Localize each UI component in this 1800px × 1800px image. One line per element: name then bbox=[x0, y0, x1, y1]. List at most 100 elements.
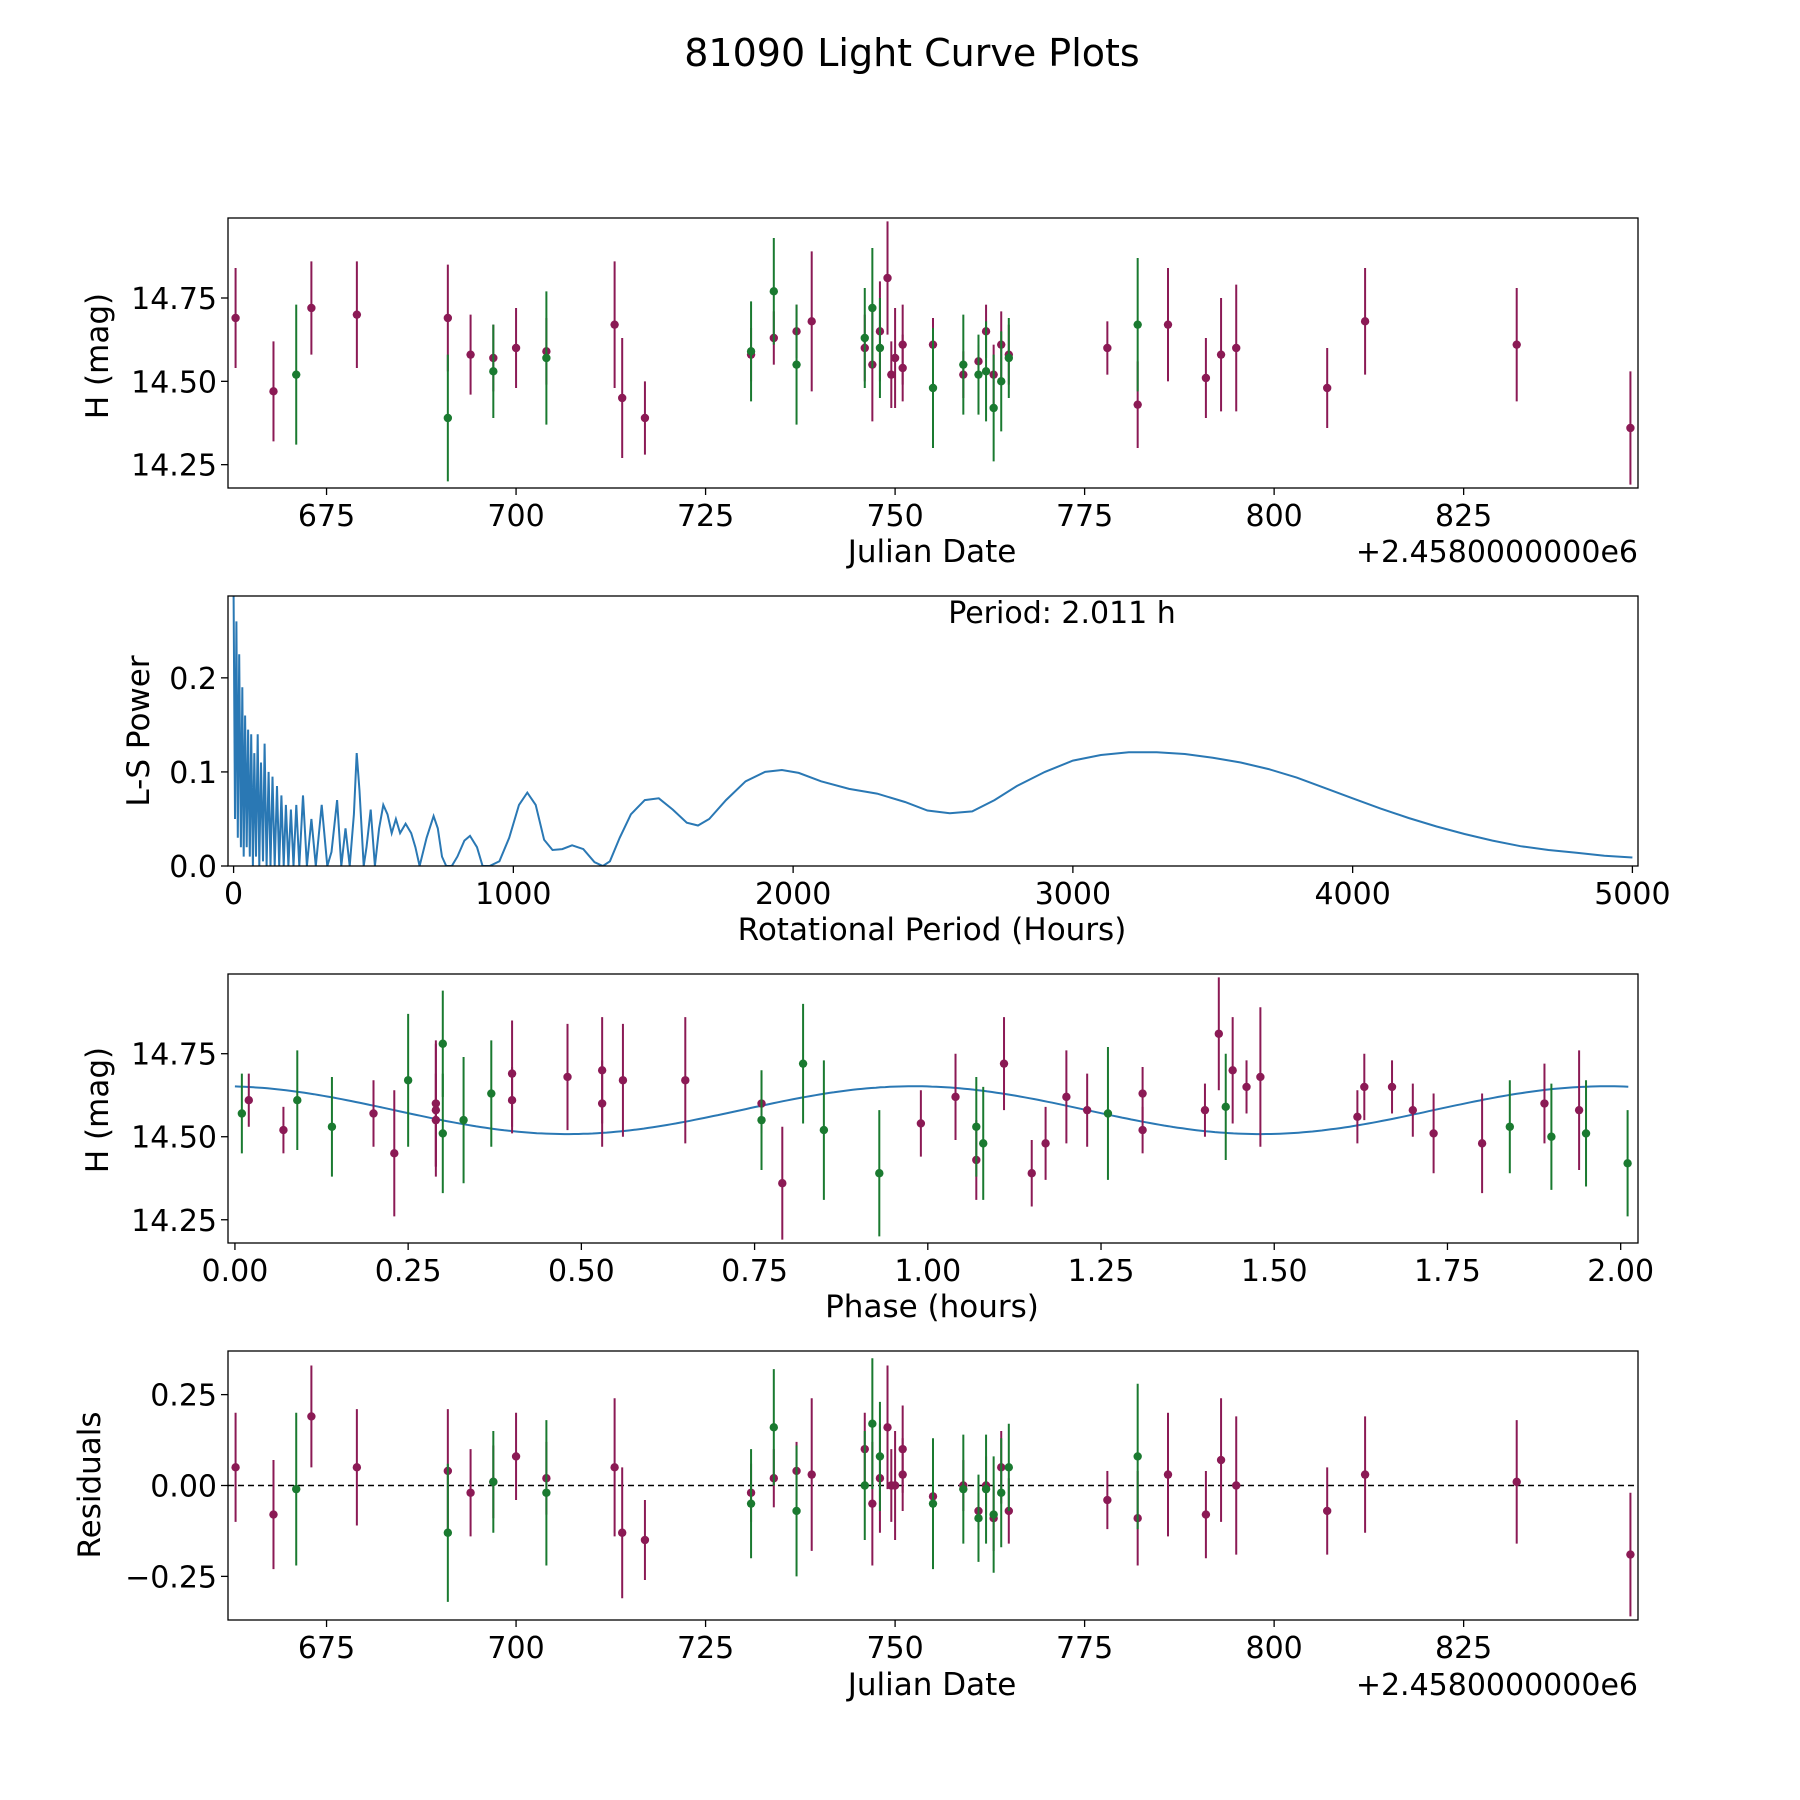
residuals-ytick-label: 0.00 bbox=[150, 1470, 217, 1505]
phase-point bbox=[279, 1125, 288, 1135]
residuals-point bbox=[769, 1423, 779, 1432]
residuals-point bbox=[231, 1463, 240, 1472]
periodogram-xtick-label: 0 bbox=[224, 877, 243, 912]
phase-xtick-label: 2.00 bbox=[1587, 1254, 1654, 1289]
phase-point bbox=[1138, 1125, 1147, 1135]
phase-xtick-label: 0.00 bbox=[202, 1254, 269, 1289]
residuals-point bbox=[1360, 1470, 1370, 1479]
phase-point bbox=[1408, 1105, 1418, 1115]
phase-point bbox=[1574, 1105, 1584, 1115]
residuals-xtick-label: 800 bbox=[1245, 1631, 1302, 1666]
phase-point bbox=[819, 1125, 829, 1135]
residuals-point bbox=[610, 1463, 619, 1472]
phase-point bbox=[1221, 1102, 1230, 1112]
lightcurve-point bbox=[231, 313, 240, 323]
lightcurve-point bbox=[443, 413, 453, 423]
lightcurve-point bbox=[997, 377, 1006, 386]
lightcurve-point bbox=[269, 387, 278, 396]
lightcurve-point bbox=[1163, 320, 1173, 329]
residuals-point bbox=[868, 1419, 877, 1428]
residuals-point bbox=[792, 1506, 801, 1516]
residuals-point bbox=[868, 1499, 877, 1508]
residuals-point bbox=[1626, 1550, 1635, 1559]
phase-xlabel: Phase (hours) bbox=[825, 1289, 1039, 1325]
residuals-xtick-label: 725 bbox=[677, 1631, 734, 1666]
residuals-point bbox=[1133, 1452, 1142, 1461]
residuals-ylabel: Residuals bbox=[72, 1411, 108, 1558]
lightcurve-point bbox=[466, 350, 475, 359]
residuals-point bbox=[269, 1510, 278, 1519]
residuals-point bbox=[1232, 1481, 1241, 1490]
phase-point bbox=[487, 1089, 496, 1098]
phase-point bbox=[757, 1115, 766, 1125]
residuals-xtick-label: 825 bbox=[1435, 1631, 1492, 1666]
phase-xtick-label: 1.50 bbox=[1241, 1254, 1308, 1289]
lightcurve-xtick-label: 775 bbox=[1056, 499, 1113, 534]
phase-ylabel: H (mag) bbox=[80, 1047, 116, 1173]
lightcurve-point bbox=[489, 367, 498, 376]
figure-title: 81090 Light Curve Plots bbox=[684, 31, 1139, 75]
residuals-xtick-label: 675 bbox=[298, 1631, 355, 1666]
phase-point bbox=[1429, 1129, 1438, 1138]
phase-point bbox=[1103, 1109, 1113, 1118]
phase-xtick-label: 1.25 bbox=[1068, 1254, 1135, 1289]
lightcurve-point bbox=[292, 370, 301, 379]
lightcurve-xlabel: Julian Date bbox=[846, 534, 1017, 570]
residuals-point bbox=[746, 1499, 756, 1508]
residuals-ytick-label: −0.25 bbox=[125, 1560, 217, 1595]
residuals-point bbox=[1163, 1470, 1173, 1479]
phase-ytick-label: 14.75 bbox=[131, 1038, 217, 1073]
phase-point bbox=[1623, 1159, 1632, 1168]
lightcurve-point bbox=[981, 367, 991, 376]
residuals-point bbox=[466, 1488, 475, 1497]
lightcurve-frame bbox=[227, 217, 1639, 489]
residuals-xtick-label: 700 bbox=[487, 1631, 544, 1666]
residuals-point bbox=[928, 1499, 938, 1508]
lightcurve-xtick-label: 725 bbox=[677, 499, 734, 534]
residuals-point bbox=[489, 1477, 498, 1487]
phase-point bbox=[618, 1076, 628, 1085]
phase-point bbox=[951, 1092, 960, 1102]
phase-point bbox=[293, 1095, 302, 1105]
residuals-frame bbox=[227, 1350, 1639, 1621]
lightcurve-point bbox=[928, 383, 938, 393]
residuals-point bbox=[807, 1470, 816, 1479]
lightcurve-offset-label: +2.4580000000e6 bbox=[1356, 535, 1638, 570]
phase-point bbox=[438, 1039, 447, 1048]
lightcurve-xtick-label: 825 bbox=[1435, 499, 1492, 534]
phase-point bbox=[237, 1109, 247, 1118]
lightcurve-point bbox=[875, 343, 885, 353]
residuals-point bbox=[981, 1484, 991, 1494]
phase-point bbox=[1547, 1132, 1556, 1141]
phase-ytick-label: 14.25 bbox=[131, 1204, 217, 1239]
phase-point bbox=[1041, 1139, 1050, 1148]
lightcurve-point bbox=[1004, 353, 1014, 363]
phase-point bbox=[459, 1115, 468, 1125]
lightcurve-point bbox=[792, 360, 801, 369]
periodogram-frame bbox=[227, 595, 1639, 867]
residuals-point bbox=[1216, 1455, 1226, 1465]
lightcurve-point bbox=[769, 287, 779, 296]
phase-point bbox=[972, 1122, 981, 1131]
phase-point bbox=[1242, 1082, 1251, 1092]
residuals-point bbox=[617, 1528, 627, 1537]
lightcurve-point bbox=[542, 353, 551, 363]
residuals-point bbox=[974, 1514, 983, 1523]
lightcurve-point bbox=[307, 303, 316, 313]
lightcurve-point bbox=[511, 343, 521, 353]
lightcurve-point bbox=[1360, 317, 1370, 326]
phase-point bbox=[563, 1072, 572, 1082]
residuals-point bbox=[307, 1412, 316, 1421]
residuals-plot-area bbox=[228, 1358, 1638, 1617]
lightcurve-point bbox=[890, 353, 900, 363]
periodogram-ylabel: L-S Power bbox=[121, 655, 157, 806]
residuals-point bbox=[511, 1452, 521, 1461]
residuals-point bbox=[1512, 1477, 1521, 1487]
phase-point bbox=[1353, 1112, 1362, 1122]
phase-point bbox=[403, 1076, 413, 1085]
phase-point bbox=[1360, 1082, 1369, 1092]
phase-frame bbox=[227, 973, 1639, 1244]
phase-xtick-label: 1.00 bbox=[894, 1254, 961, 1289]
lightcurve-point bbox=[1512, 340, 1521, 349]
